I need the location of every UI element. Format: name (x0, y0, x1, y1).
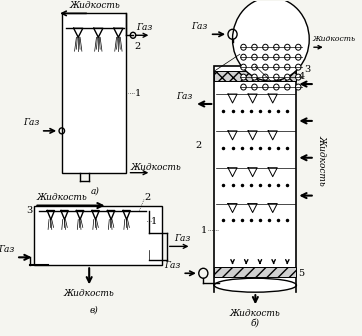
Circle shape (241, 54, 246, 60)
Circle shape (274, 54, 279, 60)
Circle shape (252, 74, 257, 80)
Text: Газ: Газ (136, 23, 152, 32)
Circle shape (295, 84, 301, 90)
Circle shape (295, 64, 301, 70)
Circle shape (252, 54, 257, 60)
Bar (34, 206, 162, 265)
Circle shape (263, 84, 268, 90)
Circle shape (241, 74, 246, 80)
Text: 3: 3 (305, 65, 311, 74)
Text: Газ: Газ (164, 261, 181, 270)
Circle shape (274, 44, 279, 50)
Text: 5: 5 (298, 269, 304, 278)
Circle shape (263, 44, 268, 50)
Text: Жидкость: Жидкость (230, 308, 281, 318)
Text: 2: 2 (195, 141, 202, 150)
Text: Жидкость: Жидкость (317, 135, 327, 186)
Text: Жидкость: Жидкость (36, 193, 87, 202)
Circle shape (295, 44, 301, 50)
Text: Жидкость: Жидкость (312, 35, 355, 43)
Circle shape (252, 64, 257, 70)
Circle shape (285, 64, 290, 70)
Text: 4: 4 (298, 72, 304, 81)
Text: 1: 1 (201, 226, 207, 235)
Text: Жидкость: Жидкость (130, 163, 181, 172)
Circle shape (295, 54, 301, 60)
Circle shape (241, 44, 246, 50)
Circle shape (295, 74, 301, 80)
Circle shape (263, 74, 268, 80)
Circle shape (263, 64, 268, 70)
Circle shape (232, 0, 309, 81)
Ellipse shape (214, 278, 296, 292)
Text: а): а) (91, 186, 100, 195)
Text: 1: 1 (151, 217, 157, 226)
Text: Газ: Газ (174, 234, 190, 243)
Circle shape (274, 74, 279, 80)
Circle shape (274, 64, 279, 70)
Circle shape (285, 84, 290, 90)
Circle shape (285, 44, 290, 50)
Text: Газ: Газ (191, 22, 208, 31)
Text: Газ: Газ (23, 118, 39, 127)
Circle shape (274, 84, 279, 90)
Text: в): в) (89, 306, 98, 314)
Text: Газ: Газ (0, 245, 14, 254)
Text: б): б) (251, 319, 260, 328)
Circle shape (285, 74, 290, 80)
Text: Жидкость: Жидкость (64, 289, 114, 298)
Text: 2: 2 (135, 42, 141, 51)
Bar (214, 267, 296, 277)
Circle shape (241, 64, 246, 70)
Circle shape (252, 84, 257, 90)
Bar (62, 13, 126, 173)
Circle shape (252, 44, 257, 50)
Bar (214, 66, 296, 285)
Text: Жидкость: Жидкость (69, 1, 120, 10)
Text: 1: 1 (135, 88, 141, 97)
Bar (214, 71, 296, 81)
Circle shape (263, 54, 268, 60)
Text: Газ: Газ (176, 91, 192, 100)
Text: 3: 3 (26, 206, 33, 215)
Circle shape (241, 84, 246, 90)
Circle shape (285, 54, 290, 60)
Text: 2: 2 (144, 193, 150, 202)
